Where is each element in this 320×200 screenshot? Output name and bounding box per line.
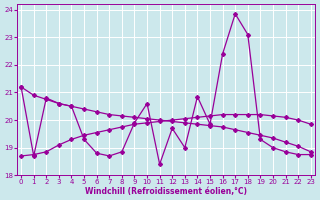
X-axis label: Windchill (Refroidissement éolien,°C): Windchill (Refroidissement éolien,°C) — [85, 187, 247, 196]
